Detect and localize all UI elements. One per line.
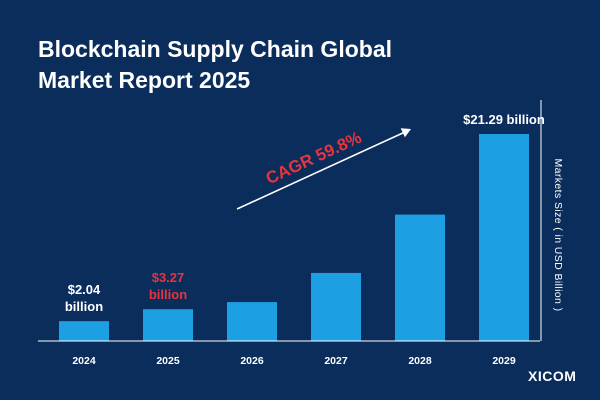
bar-2024 (59, 321, 109, 341)
bar-2027 (311, 272, 361, 341)
y-axis-label: Markets Size ( in USD Billion ) (552, 158, 564, 312)
data-label-2024-1: billion (65, 299, 103, 314)
data-label-2025-0: $3.27 (152, 270, 185, 285)
bar-2028 (395, 214, 445, 341)
chart-title: Blockchain Supply Chain Global Market Re… (38, 36, 392, 93)
x-tick-2024: 2024 (72, 355, 96, 367)
bar-2029 (479, 134, 529, 341)
brand-logo: XICOM (528, 368, 577, 384)
bar-2026 (227, 302, 277, 341)
cagr-arrow-line (236, 131, 406, 210)
data-label-2024-0: $2.04 (68, 282, 101, 297)
data-label-2025-1: billion (149, 287, 187, 302)
cagr-arrow-head (400, 128, 411, 138)
x-tick-2026: 2026 (240, 355, 264, 367)
data-label-2029-0: $21.29 billion (463, 112, 545, 127)
bar-2025 (143, 309, 193, 341)
x-tick-2025: 2025 (156, 355, 180, 367)
x-tick-2029: 2029 (492, 355, 516, 367)
x-tick-2028: 2028 (408, 355, 432, 367)
x-tick-2027: 2027 (324, 355, 348, 367)
